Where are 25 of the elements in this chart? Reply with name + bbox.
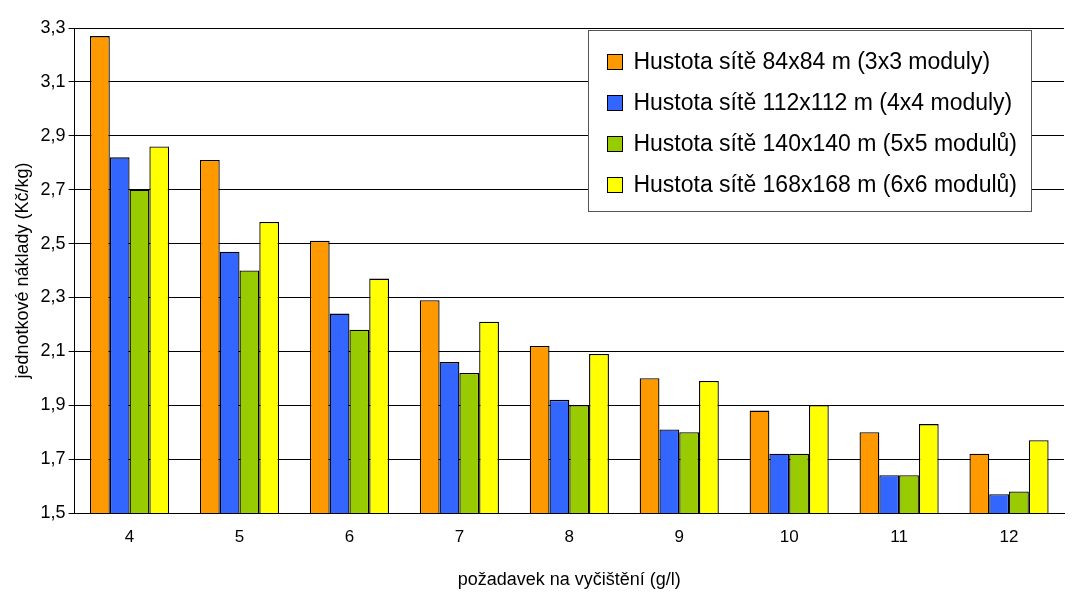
y-axis-title: jednotkové náklady (Kč/kg) (11, 162, 32, 380)
x-tick-label: 9 (674, 526, 684, 546)
x-tick-label: 12 (999, 526, 1019, 546)
y-tick-label: 2,3 (40, 286, 66, 307)
x-tick-label: 6 (344, 526, 355, 546)
y-tick-label: 3,3 (40, 16, 66, 37)
y-tick-label: 2,1 (40, 340, 66, 361)
legend-label: Hustota sítě 84x84 m (3x3 moduly) (633, 48, 991, 75)
x-tick-label: 8 (564, 526, 575, 546)
y-tick-label: 1,9 (40, 394, 66, 415)
x-tick-label: 10 (779, 526, 799, 546)
y-tick-label: 2,7 (40, 178, 66, 199)
x-tick-label: 7 (454, 526, 465, 546)
legend-label: Hustota sítě 112x112 m (4x4 moduly) (633, 89, 1013, 116)
y-tick-label: 3,1 (40, 70, 66, 91)
x-tick-label: 4 (124, 526, 135, 546)
legend-label: Hustota sítě 168x168 m (6x6 modulů) (633, 171, 1017, 198)
y-tick-label: 1,7 (40, 448, 66, 469)
x-axis-title: požadavek na vyčištění (g/l) (457, 569, 681, 590)
x-tick-label: 11 (890, 526, 908, 546)
y-tick-label: 1,5 (40, 501, 66, 522)
legend-label: Hustota sítě 140x140 m (5x5 modulů) (633, 130, 1017, 157)
y-tick-label: 2,5 (40, 232, 66, 253)
x-tick-label: 5 (234, 526, 245, 546)
y-tick-label: 2,9 (40, 124, 66, 145)
